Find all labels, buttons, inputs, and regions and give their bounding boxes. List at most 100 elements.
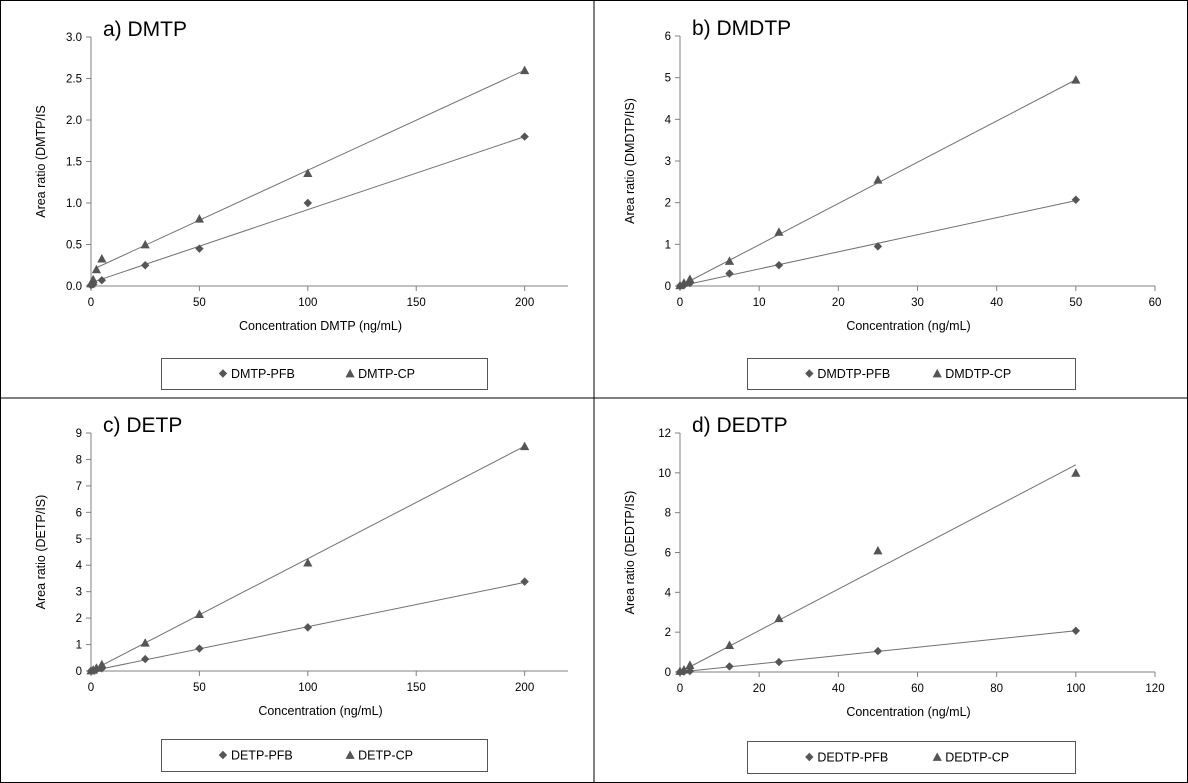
y-tick-label: 4 xyxy=(665,587,672,599)
data-point xyxy=(303,623,313,632)
series-detp-pfb xyxy=(86,577,529,676)
legend-marker-diamond xyxy=(805,369,814,378)
y-tick-label: 1.0 xyxy=(66,198,82,210)
x-tick-label: 30 xyxy=(911,297,924,309)
series-dmdtp-cp xyxy=(675,75,1081,290)
y-tick-label: 1 xyxy=(665,239,671,251)
y-tick-label: 0.5 xyxy=(66,240,82,252)
data-point xyxy=(97,659,107,669)
data-point xyxy=(873,175,883,184)
y-tick-label: 5 xyxy=(665,73,671,85)
data-point xyxy=(140,239,150,249)
x-axis-label: Concentration (ng/mL) xyxy=(846,319,970,333)
y-axis-label: Area ratio (DEDTP/IS) xyxy=(623,491,637,615)
trendline xyxy=(96,69,525,269)
data-point xyxy=(873,242,883,251)
y-tick-label: 6 xyxy=(76,507,82,519)
x-axis-label: Concentration (ng/mL) xyxy=(846,705,970,719)
legend-marker-triangle xyxy=(932,752,942,761)
data-point xyxy=(520,65,530,75)
data-point xyxy=(194,609,205,619)
x-tick-label: 50 xyxy=(1069,297,1082,309)
data-point xyxy=(774,613,784,623)
x-tick-label: 100 xyxy=(1066,683,1085,695)
data-point xyxy=(724,256,735,265)
legend-label: DEDTP-PFB xyxy=(817,751,888,765)
legend: DMDTP-PFB DMDTP-CP xyxy=(747,358,1076,390)
x-tick-label: 40 xyxy=(832,683,845,695)
data-point xyxy=(873,545,883,555)
y-tick-label: 10 xyxy=(658,468,671,480)
x-tick-label: 60 xyxy=(1149,297,1162,309)
data-point xyxy=(724,640,735,650)
y-tick-label: 6 xyxy=(665,548,671,560)
x-tick-label: 50 xyxy=(193,297,206,309)
data-point xyxy=(97,254,107,263)
data-point xyxy=(303,557,313,567)
x-tick-label: 100 xyxy=(298,682,317,694)
y-tick-label: 4 xyxy=(76,560,83,572)
data-point xyxy=(1071,195,1081,204)
y-axis-label: Area ratio (DETP/IS) xyxy=(34,495,48,610)
y-tick-label: 0 xyxy=(76,666,82,678)
chart-panel-3: 0 1 2 3 4 5 6 7 8 9 0 50 100 150 200 c) DETP Concentrati… xyxy=(34,414,568,772)
y-tick-label: 1.5 xyxy=(66,157,82,169)
x-tick-label: 200 xyxy=(515,297,534,309)
x-tick-label: 0 xyxy=(88,297,94,309)
x-tick-label: 150 xyxy=(407,297,426,309)
x-tick-label: 80 xyxy=(990,683,1003,695)
data-point xyxy=(91,264,102,274)
data-point xyxy=(675,280,685,290)
y-tick-label: 0 xyxy=(665,281,671,293)
y-tick-label: 12 xyxy=(658,428,671,440)
data-point xyxy=(97,275,107,285)
data-point xyxy=(195,644,204,653)
x-tick-label: 50 xyxy=(193,682,206,694)
legend-marker-diamond xyxy=(218,750,228,760)
chart-title: b) DMDTP xyxy=(692,17,791,40)
y-axis-label: Area ratio (DMDTP/IS) xyxy=(623,98,637,224)
trendline xyxy=(90,136,525,284)
legend-marker-triangle xyxy=(345,368,355,378)
x-tick-label: 10 xyxy=(753,297,766,309)
x-axis-label: Concentration (ng/mL) xyxy=(258,704,382,718)
data-point xyxy=(679,665,689,674)
x-tick-label: 0 xyxy=(677,297,683,309)
data-point xyxy=(1071,468,1081,477)
series-dmtp-pfb xyxy=(86,132,529,290)
legend-box xyxy=(747,358,1076,390)
series-dmtp-cp xyxy=(86,65,530,288)
data-point xyxy=(88,274,98,284)
legend-box xyxy=(161,358,488,390)
data-point xyxy=(685,660,695,669)
y-tick-label: 8 xyxy=(665,508,671,520)
x-tick-label: 40 xyxy=(990,297,1003,309)
x-tick-label: 20 xyxy=(753,683,766,695)
legend: DEDTP-PFB DEDTP-CP xyxy=(747,741,1076,774)
legend-label: DMDTP-CP xyxy=(945,367,1011,381)
y-tick-label: 8 xyxy=(76,454,82,466)
y-tick-label: 0.0 xyxy=(66,281,82,293)
legend-label: DMTP-CP xyxy=(358,367,415,381)
data-point xyxy=(520,441,530,451)
series-detp-cp xyxy=(86,441,530,675)
data-point xyxy=(725,269,734,278)
chart-title: a) DMTP xyxy=(103,18,187,41)
data-point xyxy=(140,638,150,647)
x-tick-label: 200 xyxy=(515,682,534,694)
legend: DMTP-PFB DMTP-CP xyxy=(161,358,488,390)
data-point xyxy=(303,168,313,178)
y-tick-label: 2 xyxy=(665,627,671,639)
x-tick-label: 0 xyxy=(88,682,94,694)
series-dedtp-pfb xyxy=(675,626,1081,677)
x-tick-label: 100 xyxy=(298,297,317,309)
legend-marker-triangle xyxy=(345,750,355,759)
y-tick-label: 9 xyxy=(76,428,82,440)
legend-label: DMDTP-PFB xyxy=(817,367,890,381)
data-point xyxy=(91,663,102,672)
y-tick-label: 4 xyxy=(665,114,672,126)
y-tick-label: 0 xyxy=(665,667,671,679)
data-point xyxy=(520,132,529,141)
